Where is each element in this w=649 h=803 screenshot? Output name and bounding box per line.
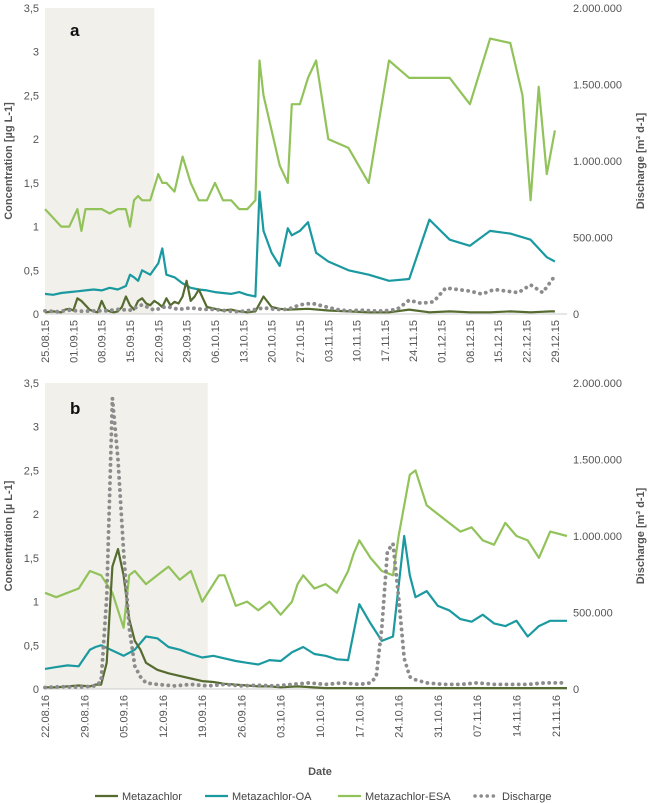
pb-y-tick-label: 0: [33, 684, 39, 696]
pb-x-tick-label: 19.09.16: [197, 695, 209, 738]
pa-x-tick-label: 25.08.15: [40, 320, 52, 363]
pb-x-tick-label: 12.09.16: [158, 695, 170, 738]
pa-x-tick-label: 29.09.15: [182, 320, 194, 363]
pb-x-tick-label: 21.11.16: [551, 695, 563, 737]
pa-series-esa: [44, 37, 556, 232]
pa-y-tick-label: 0: [33, 309, 39, 321]
panel-b-chart: 0 0,5 1 1,5 2 2,5 3 3,5 0 500.000 1.000.000 1.500.0…: [3, 378, 647, 738]
pb-y2-tick-label: 0: [573, 684, 579, 696]
pb-x-tick-label: 22.08.16: [40, 695, 52, 738]
panel-a-chart: 0 0,5 1 1,5 2 2,5 3 3,5 0 500.000 1.000.000 1.500.0…: [3, 3, 647, 363]
legend-item-metazachlor: Metazachlor: [95, 791, 182, 803]
pa-x-tick-label: 29.12.15: [550, 320, 562, 363]
pa-x-tick-label: 10.11.15: [352, 320, 364, 362]
pa-x-tick-label: 03.11.15: [323, 320, 335, 362]
legend-label-metazachlor: Metazachlor: [122, 791, 182, 803]
pa-x-tick-label: 08.12.15: [465, 320, 477, 363]
pa-y2-tick-label: 1.000.000: [573, 156, 622, 168]
pa-x-tick-label: 22.09.15: [153, 320, 165, 363]
pb-y2-tick-label: 1.000.000: [573, 531, 622, 543]
pb-y-axis-title: Concentration [µ L-1]: [3, 480, 15, 591]
pb-y2-tick-label: 2.000.000: [573, 378, 622, 390]
x-axis-title: Date: [308, 766, 332, 778]
pa-y-tick-label: 3,5: [24, 3, 39, 15]
pb-y-tick-label: 3,5: [24, 378, 39, 390]
pa-y-tick-label: 1: [33, 222, 39, 234]
pa-x-tick-label: 22.12.15: [522, 320, 534, 363]
pa-y-tick-label: 0,5: [24, 265, 39, 277]
pb-series-metazachlor: [45, 547, 567, 690]
pa-y-tick-label: 1,5: [24, 178, 39, 190]
pa-y2-axis-title: Discharge [m³ d-1]: [635, 112, 647, 209]
pa-y2-tick-label: 500.000: [573, 233, 613, 245]
pb-y2-tick-label: 500.000: [573, 608, 613, 620]
pa-x-tick-label: 27.10.15: [295, 320, 307, 363]
pb-x-tick-label: 14.11.16: [511, 695, 523, 737]
pa-y-tick-label: 2: [33, 134, 39, 146]
pb-y2-tick-label: 1.500.000: [573, 455, 622, 467]
legend: Metazachlor Metazachlor-OA Metazachlor-E…: [95, 791, 552, 803]
pb-y-tick-label: 2: [33, 509, 39, 521]
pa-x-tick-label: 06.10.15: [210, 320, 222, 363]
pa-y2-tick-label: 1.500.000: [573, 80, 622, 92]
pb-x-tick-label: 29.08.16: [79, 695, 91, 738]
pb-y-tick-label: 1: [33, 597, 39, 609]
pa-panel-label: a: [70, 21, 80, 40]
pb-y2-axis-title: Discharge [m³ d-1]: [635, 487, 647, 584]
pa-y-tick-label: 2,5: [24, 90, 39, 102]
pb-shaded-period: [45, 383, 208, 689]
pb-x-tick-label: 24.10.16: [394, 695, 406, 738]
pa-y-tick-label: 3: [33, 47, 39, 59]
pb-x-tick-label: 26.09.16: [236, 695, 248, 738]
pa-shaded-period: [45, 8, 155, 314]
pa-x-tick-label: 01.12.15: [437, 320, 449, 363]
legend-item-esa: Metazachlor-ESA: [338, 791, 451, 803]
pb-x-tick-label: 17.10.16: [354, 695, 366, 738]
pa-series-oa: [44, 190, 556, 298]
pb-x-tick-label: 31.10.16: [433, 695, 445, 738]
pa-x-tick-label: 08.09.15: [97, 320, 109, 363]
pa-x-tick-label: 15.12.15: [493, 320, 505, 363]
pa-x-tick-label: 01.09.15: [68, 320, 80, 363]
pb-y-tick-label: 0,5: [24, 640, 39, 652]
legend-item-oa: Metazachlor-OA: [205, 791, 312, 803]
pb-x-tick-label: 05.09.16: [119, 695, 131, 738]
legend-label-discharge: Discharge: [502, 791, 552, 803]
pa-x-tick-label: 15.09.15: [125, 320, 137, 363]
pa-x-tick-label: 20.10.15: [267, 320, 279, 363]
legend-label-esa: Metazachlor-ESA: [365, 791, 451, 803]
pb-series-oa: [44, 534, 567, 670]
pb-y-tick-label: 1,5: [24, 553, 39, 565]
pa-x-tick-label: 24.11.15: [408, 320, 420, 362]
pb-panel-label: b: [70, 399, 80, 418]
pb-x-tick-label: 10.10.16: [315, 695, 327, 738]
pa-x-tick-label: 13.10.15: [238, 320, 250, 363]
legend-label-oa: Metazachlor-OA: [232, 791, 312, 803]
pb-series-esa: [44, 469, 568, 629]
pb-x-tick-label: 07.11.16: [472, 695, 484, 737]
pa-y-axis-title: Concentration [µg L-1]: [3, 102, 15, 220]
pa-y2-tick-label: 0: [573, 309, 579, 321]
legend-item-discharge: Discharge: [473, 791, 552, 803]
pa-series-discharge: [43, 273, 557, 314]
pb-y-tick-label: 3: [33, 422, 39, 434]
pa-y2-tick-label: 2.000.000: [573, 3, 622, 15]
pb-series-discharge: [43, 396, 569, 690]
pa-x-tick-label: 17.11.15: [380, 320, 392, 362]
pb-x-tick-label: 03.10.16: [276, 695, 288, 738]
pb-y-tick-label: 2,5: [24, 465, 39, 477]
